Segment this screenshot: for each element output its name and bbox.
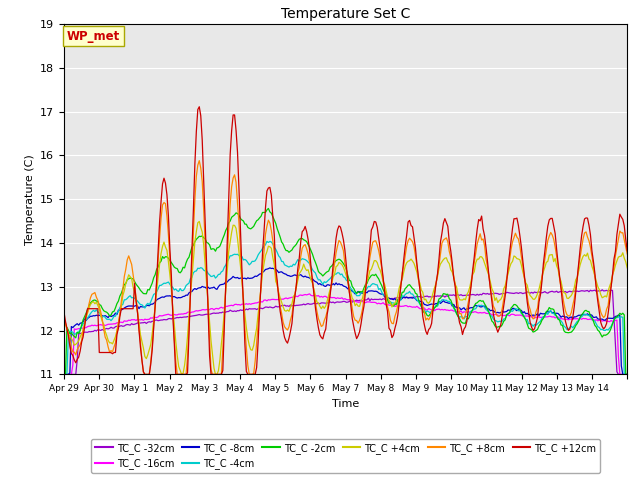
TC_C -32cm [97,328,104,334]
TC_C -8cm [623,372,631,377]
TC_C -32cm [60,372,68,377]
TC_C -8cm [60,372,68,377]
Y-axis label: Temperature (C): Temperature (C) [24,154,35,245]
TC_C -16cm [306,291,314,297]
TC_C +4cm [548,252,556,257]
TC_C -4cm [79,321,87,326]
TC_C -32cm [350,298,358,304]
TC_C -16cm [623,372,631,377]
Line: TC_C +8cm: TC_C +8cm [64,161,627,374]
TC_C -4cm [547,308,555,314]
TC_C +4cm [97,313,104,319]
TC_C +12cm [353,336,360,341]
TC_C -16cm [351,299,359,304]
TC_C +8cm [622,244,630,250]
TC_C +4cm [465,289,472,295]
TC_C +12cm [60,309,68,315]
TC_C -16cm [60,372,68,377]
TC_C +12cm [195,104,203,109]
TC_C +8cm [79,327,87,333]
TC_C -8cm [266,265,274,271]
TC_C -4cm [60,372,68,377]
TC_C -8cm [620,372,628,377]
TC_C -2cm [547,306,555,312]
TC_C +12cm [622,236,630,242]
TC_C +8cm [195,158,203,164]
TC_C +4cm [60,321,68,327]
TC_C -16cm [79,325,87,331]
TC_C -4cm [263,239,271,244]
TC_C -2cm [79,317,87,323]
TC_C +12cm [97,349,104,355]
Line: TC_C -4cm: TC_C -4cm [64,241,627,374]
TC_C +12cm [141,372,148,377]
TC_C -32cm [461,292,469,298]
TC_C -2cm [620,312,628,318]
TC_C +4cm [195,218,203,224]
TC_C -4cm [351,290,359,296]
TC_C -2cm [463,315,471,321]
TC_C +8cm [623,251,631,257]
TC_C +12cm [548,216,556,221]
TC_C -2cm [60,372,68,377]
TC_C +8cm [141,372,148,377]
Line: TC_C -2cm: TC_C -2cm [64,208,627,374]
TC_C +12cm [79,334,87,340]
TC_C -8cm [547,308,555,314]
TC_C +4cm [353,301,360,307]
Line: TC_C +12cm: TC_C +12cm [64,107,627,374]
TC_C +4cm [623,265,631,271]
TC_C +8cm [60,315,68,321]
TC_C -8cm [351,291,359,297]
TC_C +12cm [623,248,631,253]
TC_C +8cm [465,299,472,305]
TC_C -8cm [463,306,471,312]
TC_C -2cm [264,205,272,211]
Title: Temperature Set C: Temperature Set C [281,8,410,22]
X-axis label: Time: Time [332,399,359,408]
TC_C -16cm [620,372,628,377]
TC_C +8cm [548,232,556,238]
TC_C -4cm [623,372,631,377]
TC_C +8cm [97,309,104,315]
TC_C -16cm [97,322,104,327]
TC_C +12cm [465,305,472,311]
TC_C -4cm [97,312,104,317]
TC_C -32cm [545,289,553,295]
TC_C +4cm [79,328,87,334]
TC_C +8cm [353,318,360,324]
Line: TC_C -32cm: TC_C -32cm [64,290,627,374]
Text: WP_met: WP_met [67,30,120,43]
TC_C -2cm [97,302,104,308]
TC_C -4cm [463,314,471,320]
TC_C -16cm [463,310,471,315]
Legend: TC_C -32cm, TC_C -16cm, TC_C -8cm, TC_C -4cm, TC_C -2cm, TC_C +4cm, TC_C +8cm, T: TC_C -32cm, TC_C -16cm, TC_C -8cm, TC_C … [92,439,600,473]
Line: TC_C +4cm: TC_C +4cm [64,221,627,374]
TC_C -8cm [79,319,87,324]
TC_C -16cm [547,313,555,319]
TC_C +4cm [178,372,186,377]
TC_C +4cm [622,259,630,264]
TC_C -32cm [79,330,87,336]
TC_C -8cm [97,313,104,319]
TC_C -2cm [623,372,631,377]
Line: TC_C -16cm: TC_C -16cm [64,294,627,374]
TC_C -32cm [623,372,631,377]
TC_C -32cm [598,287,606,293]
TC_C -32cm [620,372,628,377]
TC_C -2cm [351,288,359,294]
TC_C -4cm [620,372,628,377]
Line: TC_C -8cm: TC_C -8cm [64,268,627,374]
